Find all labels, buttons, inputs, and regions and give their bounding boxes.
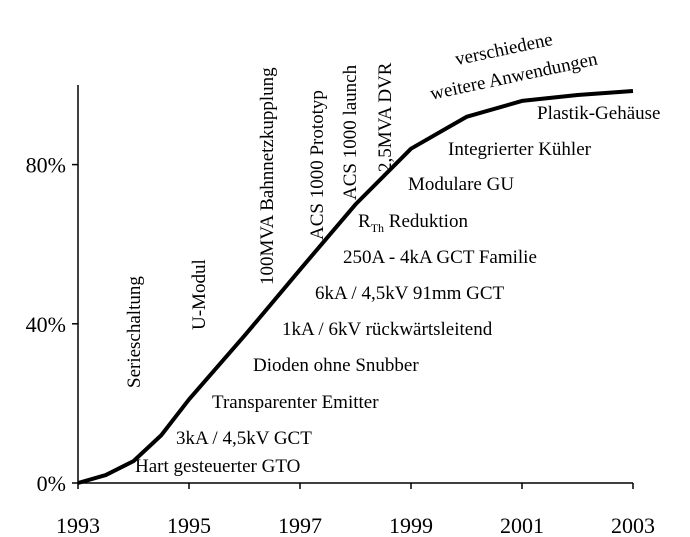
x-tick-label: 1995 bbox=[167, 513, 211, 537]
y-tick-label: 80% bbox=[26, 153, 66, 178]
annotation: 3kA / 4,5kV GCT bbox=[176, 428, 312, 449]
annotation: Transparenter Emitter bbox=[212, 392, 379, 413]
annotation: Plastik-Gehäuse bbox=[537, 103, 660, 124]
x-tick-label: 2003 bbox=[611, 513, 655, 537]
annotation: ACS 1000 Prototyp bbox=[307, 90, 328, 240]
annotation: U-Modul bbox=[189, 259, 210, 330]
annotation: Integrierter Kühler bbox=[448, 139, 592, 160]
annotation: Modulare GU bbox=[408, 174, 514, 195]
y-tick-label: 40% bbox=[26, 312, 66, 337]
x-tick-label: 1997 bbox=[278, 513, 322, 537]
annotation: ACS 1000 launch bbox=[340, 64, 361, 200]
annotation: 100MVA Bahnnetzkupplung bbox=[257, 67, 278, 285]
annotation-part: Reduktion bbox=[384, 211, 468, 232]
line bbox=[77, 88, 634, 485]
x-tick-label: 1993 bbox=[56, 513, 100, 537]
annotation: RTh Reduktion bbox=[358, 211, 468, 235]
annotation: 250A - 4kA GCT Familie bbox=[343, 247, 537, 268]
annotation: 6kA / 4,5kV 91mm GCT bbox=[315, 283, 505, 304]
x-tick-label: 1999 bbox=[389, 513, 433, 537]
annotation: 1kA / 6kV rückwärtsleitend bbox=[282, 319, 493, 340]
x-tick-label: 2001 bbox=[500, 513, 544, 537]
y-tick-label: 0% bbox=[37, 471, 66, 496]
annotation: Dioden ohne Snubber bbox=[253, 355, 419, 376]
annotation: Hart gesteuerter GTO bbox=[135, 456, 300, 477]
annotation-sub: Th bbox=[371, 221, 384, 235]
annotations: Serieschaltung U-Modul 100MVA Bahnnetzku… bbox=[124, 29, 660, 477]
annotation-part: R bbox=[358, 211, 371, 232]
annotation: Serieschaltung bbox=[124, 276, 145, 388]
annotation: 2,5MVA DVR bbox=[375, 62, 396, 172]
